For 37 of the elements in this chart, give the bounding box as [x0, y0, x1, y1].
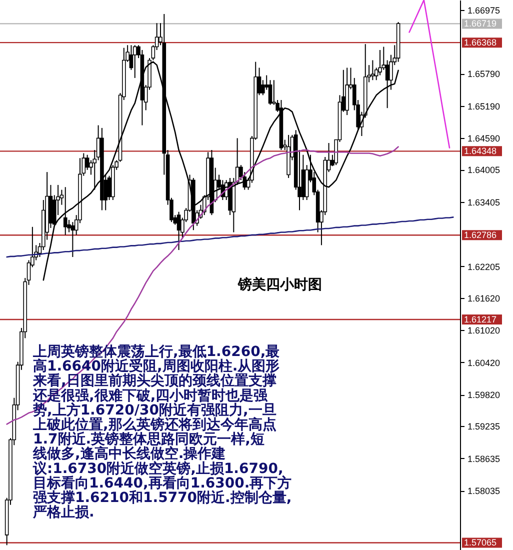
line-series	[6, 216, 454, 258]
candlestick	[176, 211, 181, 250]
ref-line-label: 1.62786	[464, 230, 497, 240]
y-tick-label: 1.62205	[468, 262, 500, 272]
candlestick	[70, 222, 75, 258]
y-tick-label: 1.58635	[468, 454, 500, 464]
y-tick-label: 1.59235	[468, 422, 500, 432]
ref-line-label: 1.66368	[464, 38, 497, 48]
annotation: 来看,日图里前期头尖顶的颈线位置支撑	[32, 372, 276, 390]
y-tick-label: 1.58035	[468, 486, 500, 496]
y-tick-label: 1.64005	[468, 165, 500, 176]
y-tick-label: 1.61020	[468, 326, 500, 336]
candlestick	[63, 186, 68, 236]
ref-line-label: 1.64348	[464, 146, 497, 156]
ref-line-label: 1.61217	[464, 314, 497, 325]
annotation: 强支撑1.6210和1.5770附近.控制仓量,	[33, 489, 292, 506]
y-tick-label: 1.63405	[468, 197, 500, 208]
text: 镑美四小时图	[237, 276, 322, 293]
candlestick	[85, 154, 90, 170]
y-tick-label: 1.65190	[468, 101, 500, 112]
line-series	[408, 0, 450, 148]
y-tick-label: 1.65790	[468, 69, 500, 80]
candlestick	[378, 50, 382, 76]
y-tick-label: 1.61620	[468, 293, 500, 304]
y-tick-label: 1.60420	[468, 358, 500, 368]
annotation: 严格止损.	[32, 504, 94, 521]
y-tick-label: 1.64590	[468, 134, 500, 144]
y-tick-label: 1.66975	[468, 5, 500, 16]
candlestick	[132, 44, 137, 78]
ref-line-label: 1.57065	[464, 538, 497, 548]
ref-line-label: 1.66719	[464, 18, 497, 29]
y-tick-label: 1.59820	[468, 390, 500, 400]
annotation: 目标看向1.6440,再看向1.6300.再下方	[33, 474, 292, 492]
candlestick	[261, 80, 265, 96]
candlestick	[268, 80, 272, 106]
annotation: 上破此位置,那么英镑还将到达今年高点	[32, 416, 276, 433]
annotation: 议:1.6730附近做空英镑,止损1.6790,	[32, 460, 284, 477]
